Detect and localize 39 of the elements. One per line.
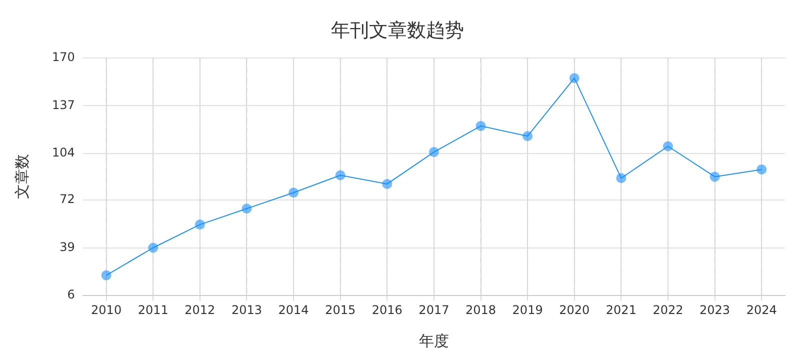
point: [382, 178, 392, 189]
point: [522, 131, 533, 142]
x-tick-label: 2018: [465, 302, 496, 317]
x-tick-label: 2023: [700, 302, 730, 317]
x-tick-label: 2024: [746, 302, 777, 317]
point: [756, 164, 767, 174]
x-tick-label: 2017: [418, 302, 450, 317]
y-tick-label: 72: [60, 192, 75, 206]
x-tick-label: 2010: [91, 302, 122, 317]
x-tick-label: 2022: [652, 302, 684, 317]
x-tick-label: 2012: [184, 302, 216, 317]
x-tick-label: 2019: [512, 302, 543, 317]
point: [194, 220, 205, 230]
x-axis-title: 年度: [418, 332, 449, 350]
point: [428, 147, 439, 158]
chart-title: 年刊文章数趋势: [331, 19, 464, 42]
point: [616, 173, 626, 184]
point: [288, 188, 299, 198]
point: [476, 120, 486, 131]
y-tick-label: 39: [60, 240, 75, 254]
y-tick-label: 6: [67, 288, 75, 302]
point: [335, 170, 346, 180]
x-tick-label: 2021: [606, 302, 636, 317]
y-tick-label: 170: [52, 50, 75, 64]
point: [242, 204, 252, 214]
x-tick-label: 2014: [278, 302, 309, 317]
point: [569, 73, 580, 84]
x-tick-label: 2020: [559, 302, 590, 317]
y-axis-title: 文章数: [12, 154, 31, 200]
x-tick-label: 2011: [138, 302, 168, 317]
point: [662, 141, 673, 152]
x-tick-label: 2015: [325, 302, 356, 317]
y-tick-label: 104: [52, 146, 75, 160]
point: [148, 242, 158, 253]
point: [710, 172, 720, 182]
x-tick-label: 2016: [372, 302, 402, 317]
y-tick-label: 137: [52, 98, 75, 112]
x-tick-label: 2013: [231, 302, 262, 317]
point: [101, 270, 112, 280]
